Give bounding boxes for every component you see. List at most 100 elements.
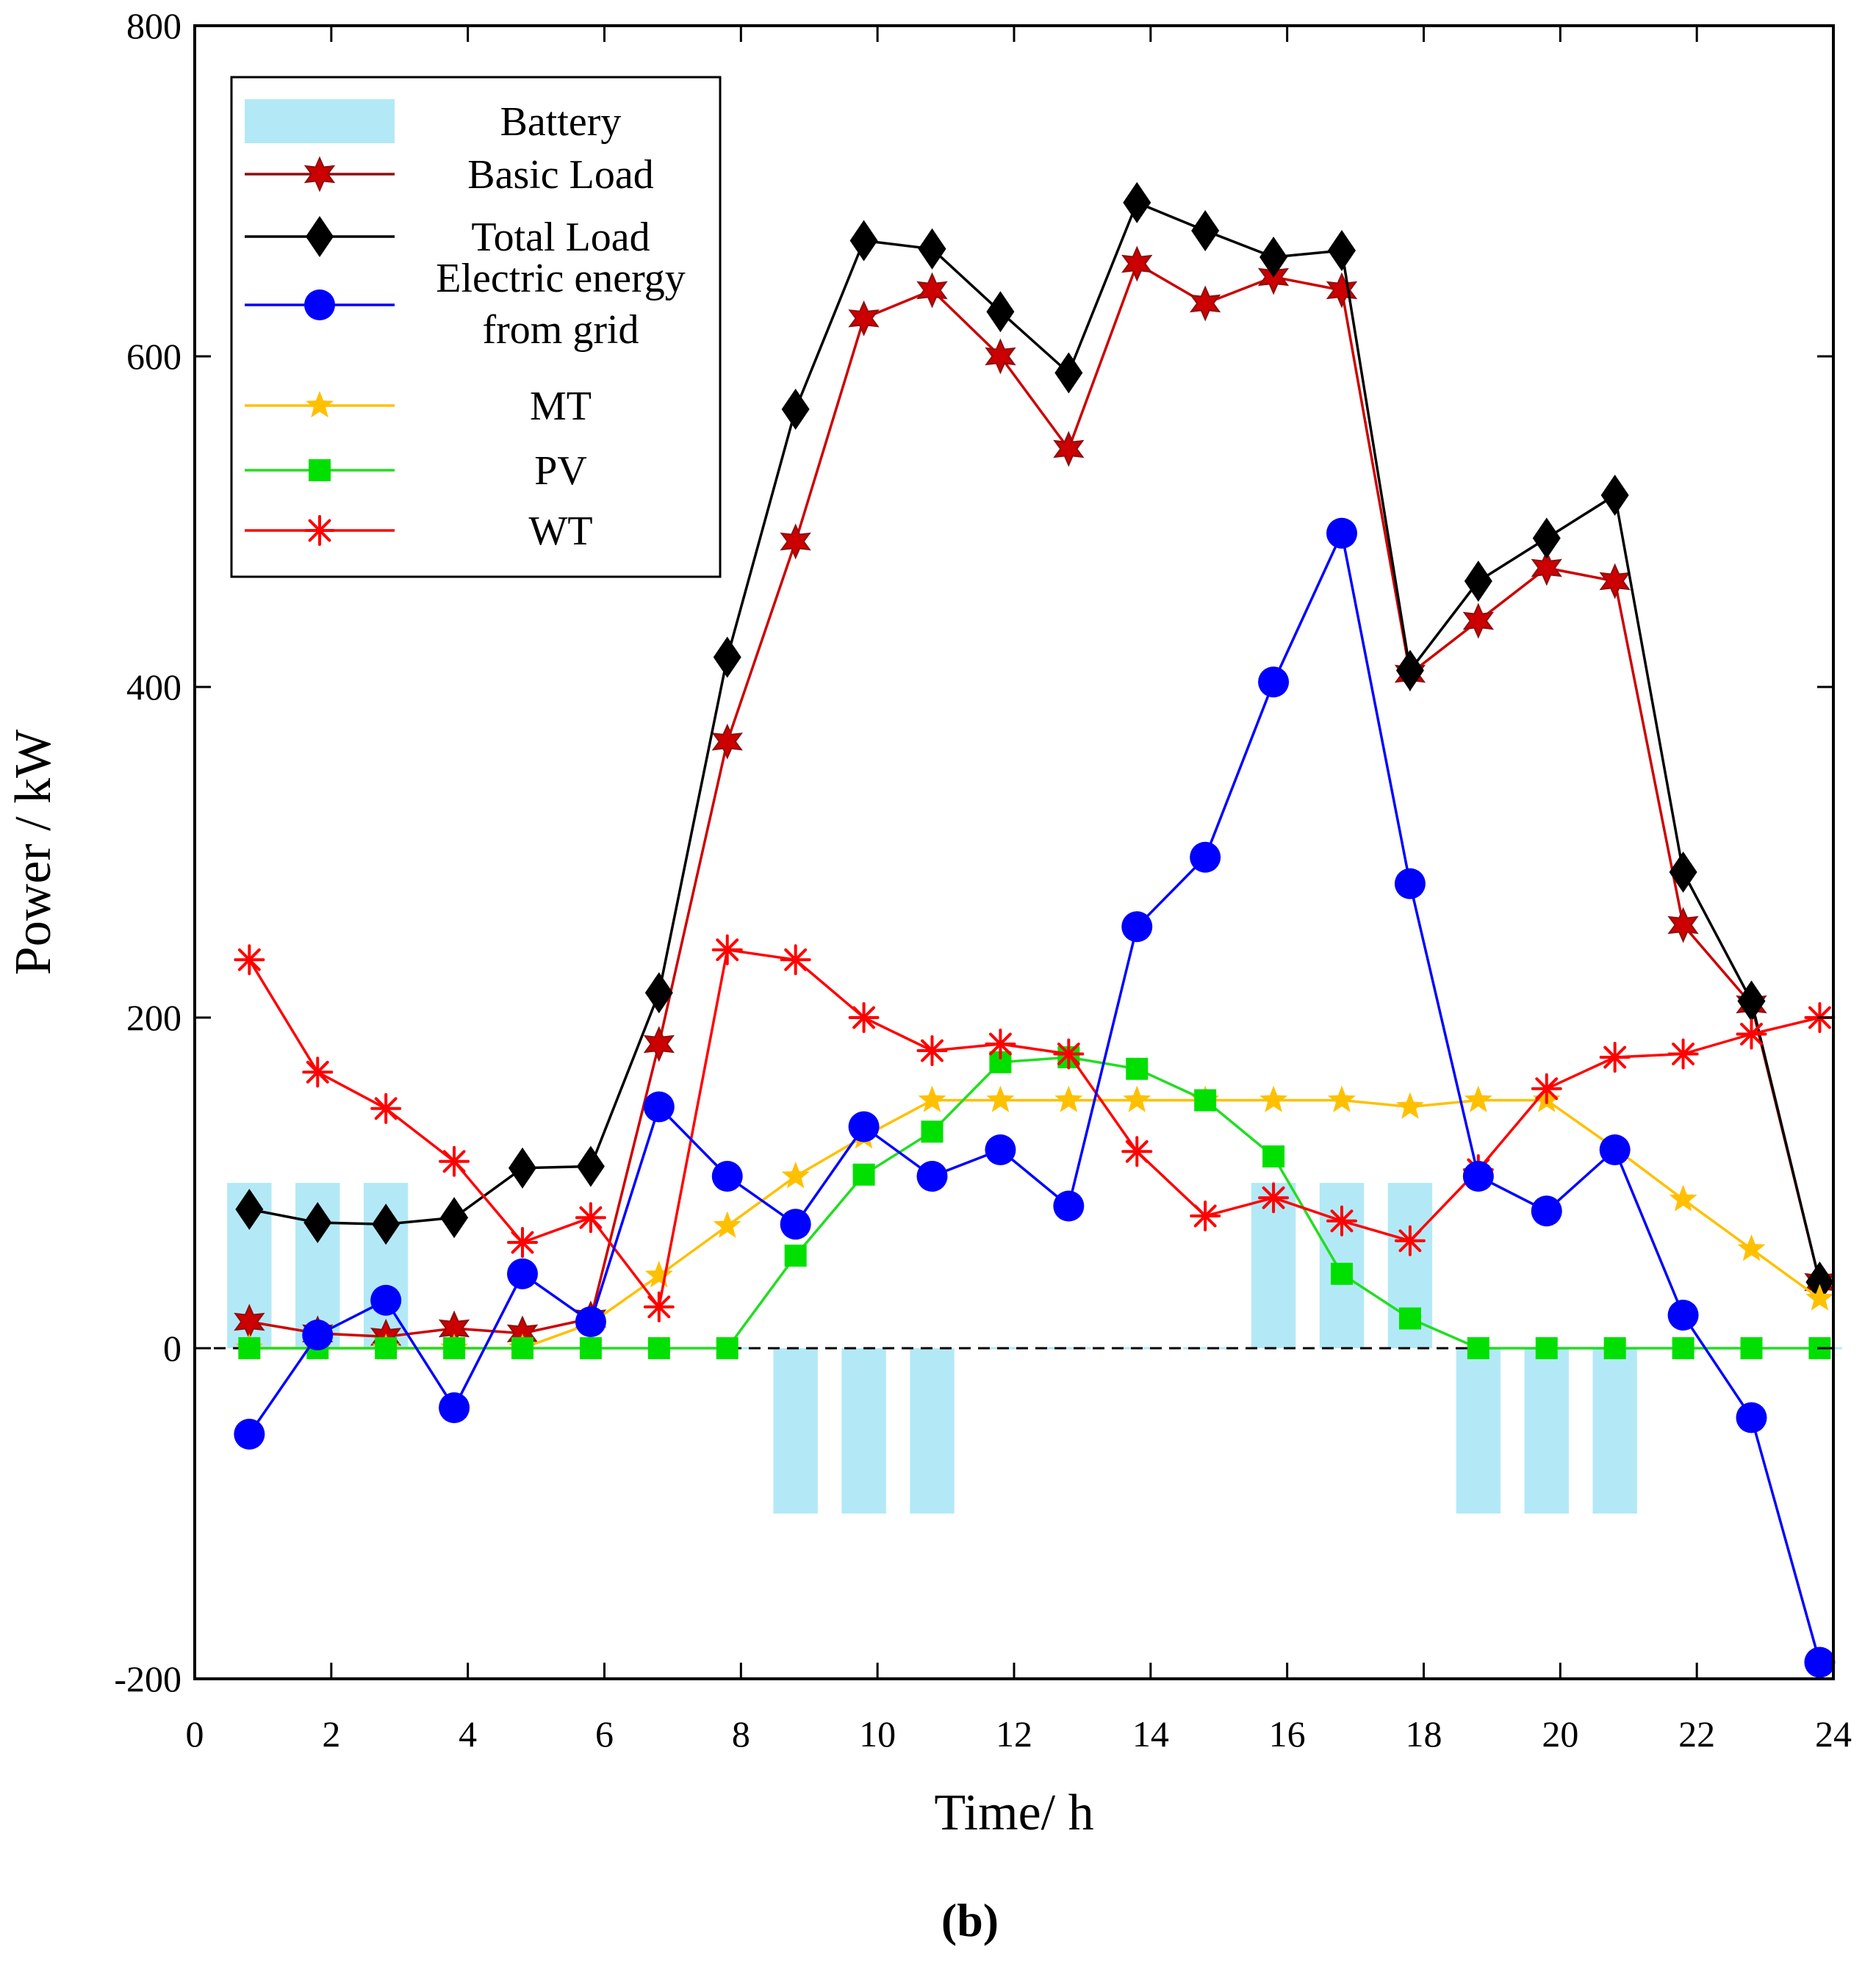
grid-marker (1053, 1190, 1085, 1222)
x-axis-title: Time/ h (934, 1785, 1093, 1841)
total-load-marker (508, 1147, 536, 1189)
mt-marker (306, 391, 334, 418)
wt-marker (1053, 1038, 1085, 1070)
x-tick-label: 4 (459, 1713, 477, 1755)
total-load-marker (303, 1202, 332, 1243)
wt-marker (302, 1057, 334, 1088)
panel-label-letter: b (957, 1894, 983, 1946)
wt-marker-stroke (511, 1231, 534, 1254)
legend-label: from grid (482, 307, 639, 353)
y-axis-title: Power / kW (5, 730, 62, 975)
x-tick-label: 0 (186, 1713, 204, 1755)
total-load-marker (235, 1189, 264, 1230)
grid-marker (1121, 911, 1153, 943)
pv-marker (1740, 1337, 1763, 1359)
total-load-marker (1532, 517, 1561, 559)
wt-marker-stroke (308, 519, 331, 542)
grid-marker (1667, 1300, 1699, 1331)
x-tick-label: 16 (1269, 1713, 1306, 1755)
total-load-marker (644, 972, 673, 1014)
basic-load-marker (1121, 245, 1153, 282)
wt-marker-stroke (1262, 1186, 1285, 1209)
grid-marker (643, 1091, 675, 1123)
x-tick-label: 12 (996, 1713, 1032, 1755)
battery-bar (1592, 1348, 1637, 1514)
grid-marker (711, 1161, 743, 1192)
total-load-marker (1328, 230, 1356, 271)
grid-marker (1736, 1402, 1767, 1433)
battery-bar (910, 1348, 955, 1514)
basic-load-line (249, 262, 1822, 1339)
wt-marker-stroke (784, 948, 808, 971)
legend-label: PV (534, 448, 587, 494)
mt-marker (1737, 1234, 1766, 1262)
x-tick-label: 22 (1678, 1713, 1715, 1755)
x-tick-label: 14 (1132, 1713, 1169, 1755)
grid-marker (1531, 1195, 1562, 1227)
basic-load-marker (711, 723, 743, 760)
legend-label: Battery (500, 99, 622, 145)
basic-load-marker (916, 272, 948, 309)
battery-bar (1046, 1347, 1091, 1350)
grid-marker (302, 1320, 334, 1350)
pv-marker (1398, 1307, 1421, 1330)
pv-marker (784, 1245, 807, 1267)
x-tick-label: 10 (859, 1713, 896, 1755)
battery-bar (841, 1348, 886, 1514)
grid-marker (370, 1284, 402, 1316)
pv-marker (375, 1337, 398, 1359)
grid-marker (1599, 1134, 1631, 1165)
battery-bar (1456, 1348, 1501, 1514)
total-load-marker (576, 1145, 605, 1187)
wt-marker-stroke (647, 1295, 671, 1319)
y-tick-label: 0 (163, 1328, 182, 1369)
wt-marker (1394, 1225, 1426, 1256)
wt-marker (916, 1035, 948, 1066)
total-load-marker (306, 216, 334, 257)
battery-bar (773, 1348, 818, 1514)
pv-marker (1331, 1262, 1353, 1285)
wt-marker (643, 1291, 675, 1322)
wt-marker-stroke (306, 1060, 329, 1084)
total-load-marker (1054, 352, 1083, 394)
grid-marker (780, 1209, 811, 1240)
total-load-marker (1123, 181, 1151, 223)
mt-marker (1054, 1085, 1083, 1112)
panel-label: (b) (941, 1894, 999, 1946)
wt-marker (1736, 1018, 1767, 1050)
panel-label-open: ( (941, 1894, 957, 1946)
wt-marker (1531, 1073, 1562, 1104)
legend-label: Total Load (471, 215, 650, 260)
wt-marker-stroke (988, 1032, 1012, 1056)
mt-marker (713, 1211, 741, 1238)
wt-marker-stroke (1193, 1204, 1217, 1228)
pv-marker (1467, 1337, 1489, 1359)
y-tick-label: 400 (126, 666, 182, 708)
grid-marker (304, 289, 335, 320)
y-tick-label: -200 (114, 1658, 182, 1699)
wt-marker-stroke (1740, 1023, 1763, 1046)
total-load-marker (1600, 475, 1629, 516)
wt-line (248, 949, 1820, 1309)
wt-marker (780, 944, 811, 976)
mt-marker (986, 1085, 1015, 1112)
grid-marker (1462, 1161, 1494, 1192)
wt-marker (985, 1029, 1016, 1059)
pv-marker (852, 1163, 875, 1186)
pv-marker (1262, 1145, 1285, 1167)
total-load-marker (918, 228, 946, 270)
total-load-marker (1464, 561, 1492, 602)
mt-marker (1805, 1284, 1834, 1311)
mt-marker (918, 1085, 946, 1112)
legend-label: Electric energy (436, 256, 685, 301)
wt-marker (304, 515, 335, 546)
grid-marker (575, 1306, 606, 1337)
wt-marker-stroke (1535, 1077, 1559, 1101)
total-load-marker (1395, 649, 1424, 691)
panel-label-close: ) (983, 1894, 999, 1946)
x-tick-label: 2 (322, 1713, 340, 1755)
total-load-marker (1737, 980, 1766, 1022)
basic-load-marker (848, 300, 880, 337)
